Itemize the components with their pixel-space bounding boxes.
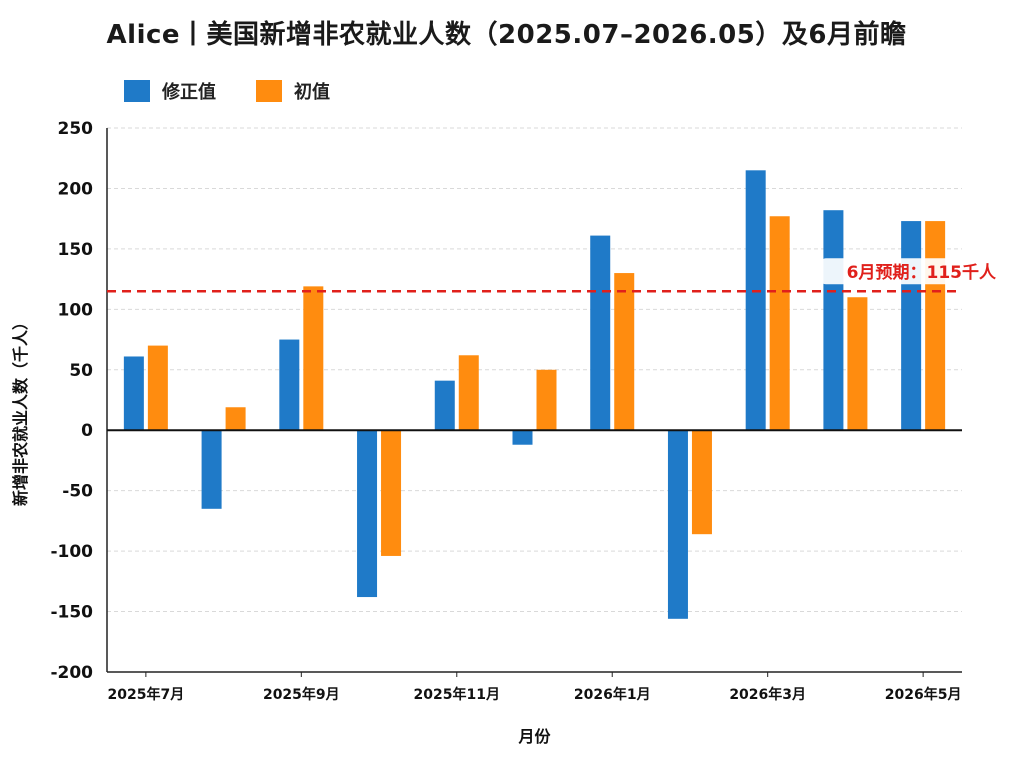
y-tick-label: 250 xyxy=(58,119,94,139)
bar-initial xyxy=(458,355,479,431)
bar-revised xyxy=(434,380,455,431)
legend-label-initial: 初值 xyxy=(294,82,330,103)
x-tick-label: 2025年9月 xyxy=(263,686,340,703)
bar-initial xyxy=(925,221,946,431)
legend-label-revised: 修正值 xyxy=(162,82,216,103)
bar-revised xyxy=(512,430,533,445)
bar-initial xyxy=(147,345,168,431)
bar-revised xyxy=(123,356,144,431)
y-tick-label: 200 xyxy=(58,179,94,199)
y-tick-label: 50 xyxy=(69,361,93,381)
legend: 修正值 初值 xyxy=(124,78,370,104)
y-axis-title: 新增非农就业人数（千人） xyxy=(11,314,30,506)
bar-initial xyxy=(614,273,635,431)
legend-swatch-revised xyxy=(124,80,150,102)
y-tick-label: 150 xyxy=(58,240,94,260)
y-tick-label: -100 xyxy=(50,542,93,562)
bar-initial xyxy=(381,430,402,556)
bar-initial xyxy=(847,297,868,431)
y-tick-label: -150 xyxy=(50,603,93,623)
bar-revised xyxy=(823,210,844,431)
legend-item-initial: 初值 xyxy=(256,78,330,104)
chart-title: Alice丨美国新增非农就业人数（2025.07–2026.05）及6月前瞻 xyxy=(106,20,907,50)
bar-initial xyxy=(225,407,246,431)
bar-revised xyxy=(667,430,688,619)
bar-revised xyxy=(901,221,922,431)
bar-revised xyxy=(201,430,222,509)
x-axis-title: 月份 xyxy=(517,727,551,746)
x-tick-label: 2025年11月 xyxy=(414,686,500,703)
x-tick-label: 2026年1月 xyxy=(574,686,651,703)
y-tick-label: 0 xyxy=(81,421,93,441)
legend-item-revised: 修正值 xyxy=(124,78,216,104)
x-tick-label: 2026年3月 xyxy=(729,686,806,703)
x-tick-label: 2025年7月 xyxy=(108,686,185,703)
bar-initial xyxy=(769,216,790,431)
bar-initial xyxy=(303,286,324,431)
reference-label-background xyxy=(820,258,998,285)
bar-revised xyxy=(590,235,611,431)
bar-revised xyxy=(745,170,766,431)
bar-revised xyxy=(279,339,300,431)
y-tick-label: 100 xyxy=(58,300,94,320)
bar-revised xyxy=(357,430,378,598)
legend-swatch-initial xyxy=(256,80,282,102)
bar-initial xyxy=(536,369,557,431)
bar-initial xyxy=(691,430,712,535)
x-tick-label: 2026年5月 xyxy=(885,686,962,703)
reference-line-label: 6月预期：115千人 xyxy=(847,263,997,283)
y-tick-label: -50 xyxy=(62,482,93,502)
y-tick-label: -200 xyxy=(50,663,93,683)
